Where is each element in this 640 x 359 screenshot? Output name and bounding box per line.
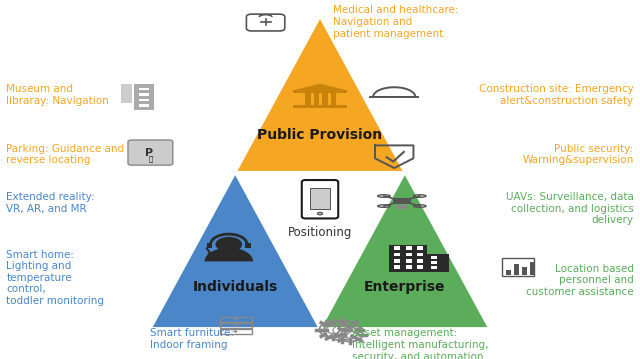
Circle shape: [234, 324, 237, 326]
Circle shape: [207, 252, 214, 256]
FancyBboxPatch shape: [128, 140, 173, 165]
Bar: [140, 98, 148, 101]
Polygon shape: [320, 172, 490, 328]
Bar: [406, 265, 412, 269]
Bar: [406, 247, 412, 250]
Bar: [134, 84, 154, 110]
Bar: [406, 253, 412, 256]
Bar: [305, 93, 310, 106]
Bar: [322, 93, 328, 106]
Text: Extended reality:
VR, AR, and MR: Extended reality: VR, AR, and MR: [6, 192, 95, 214]
Bar: [396, 205, 408, 209]
Bar: [522, 267, 527, 275]
Bar: [220, 317, 252, 322]
Bar: [220, 329, 252, 334]
Bar: [393, 198, 411, 204]
Bar: [394, 247, 400, 250]
Bar: [293, 105, 347, 108]
Bar: [417, 253, 423, 256]
FancyBboxPatch shape: [302, 180, 339, 218]
Text: Smart home:
Lighting and
temperature
control,
toddler monitoring: Smart home: Lighting and temperature con…: [6, 250, 104, 306]
Bar: [331, 93, 336, 106]
Polygon shape: [293, 84, 347, 90]
Bar: [431, 266, 437, 269]
Bar: [140, 88, 148, 90]
Bar: [417, 259, 423, 262]
Text: Museum and
libraray: Navigation: Museum and libraray: Navigation: [6, 84, 109, 106]
Bar: [293, 90, 347, 93]
Bar: [140, 104, 148, 107]
Bar: [406, 259, 412, 262]
Text: UAVs: Surveillance, data
collection, and logistics
delivery: UAVs: Surveillance, data collection, and…: [506, 192, 634, 225]
Text: Location based
personnel and
customer assistance: Location based personnel and customer as…: [526, 264, 634, 297]
Bar: [506, 270, 511, 275]
Bar: [428, 255, 449, 272]
Text: Smart furniture:
Indoor framing: Smart furniture: Indoor framing: [150, 328, 234, 350]
Text: Construction site: Emergency
alert&construction safety: Construction site: Emergency alert&const…: [479, 84, 634, 106]
Wedge shape: [205, 248, 253, 261]
Circle shape: [234, 330, 237, 332]
Polygon shape: [150, 172, 320, 328]
Text: 🚗: 🚗: [148, 156, 152, 162]
Circle shape: [317, 212, 323, 215]
Bar: [140, 93, 148, 96]
Bar: [207, 243, 212, 248]
Text: Parking: Guidance and
reverse locating: Parking: Guidance and reverse locating: [6, 144, 125, 165]
Bar: [394, 265, 400, 269]
Bar: [314, 93, 319, 106]
Text: Positioning: Positioning: [288, 226, 352, 239]
Bar: [388, 245, 428, 272]
Circle shape: [216, 237, 242, 252]
Text: Asset management:
Intelligent manufacturing,
security, and automation: Asset management: Intelligent manufactur…: [352, 328, 488, 359]
Bar: [220, 323, 252, 328]
Text: Medical and healthcare:
Navigation and
patient management: Medical and healthcare: Navigation and p…: [333, 5, 458, 38]
Polygon shape: [236, 16, 405, 172]
Bar: [502, 258, 534, 276]
Bar: [530, 262, 535, 275]
Bar: [417, 247, 423, 250]
Bar: [394, 259, 400, 262]
Bar: [310, 188, 330, 209]
Text: Individuals: Individuals: [193, 280, 278, 294]
Text: Enterprise: Enterprise: [364, 280, 445, 294]
Bar: [431, 256, 437, 259]
Text: Public Provision: Public Provision: [257, 128, 383, 141]
Bar: [121, 84, 132, 103]
Bar: [245, 243, 251, 248]
Bar: [431, 261, 437, 264]
Text: Public security:
Warning&supervision: Public security: Warning&supervision: [522, 144, 634, 165]
Bar: [394, 253, 400, 256]
Bar: [417, 265, 423, 269]
Text: P: P: [145, 148, 154, 158]
Circle shape: [234, 318, 237, 320]
Bar: [514, 264, 519, 275]
